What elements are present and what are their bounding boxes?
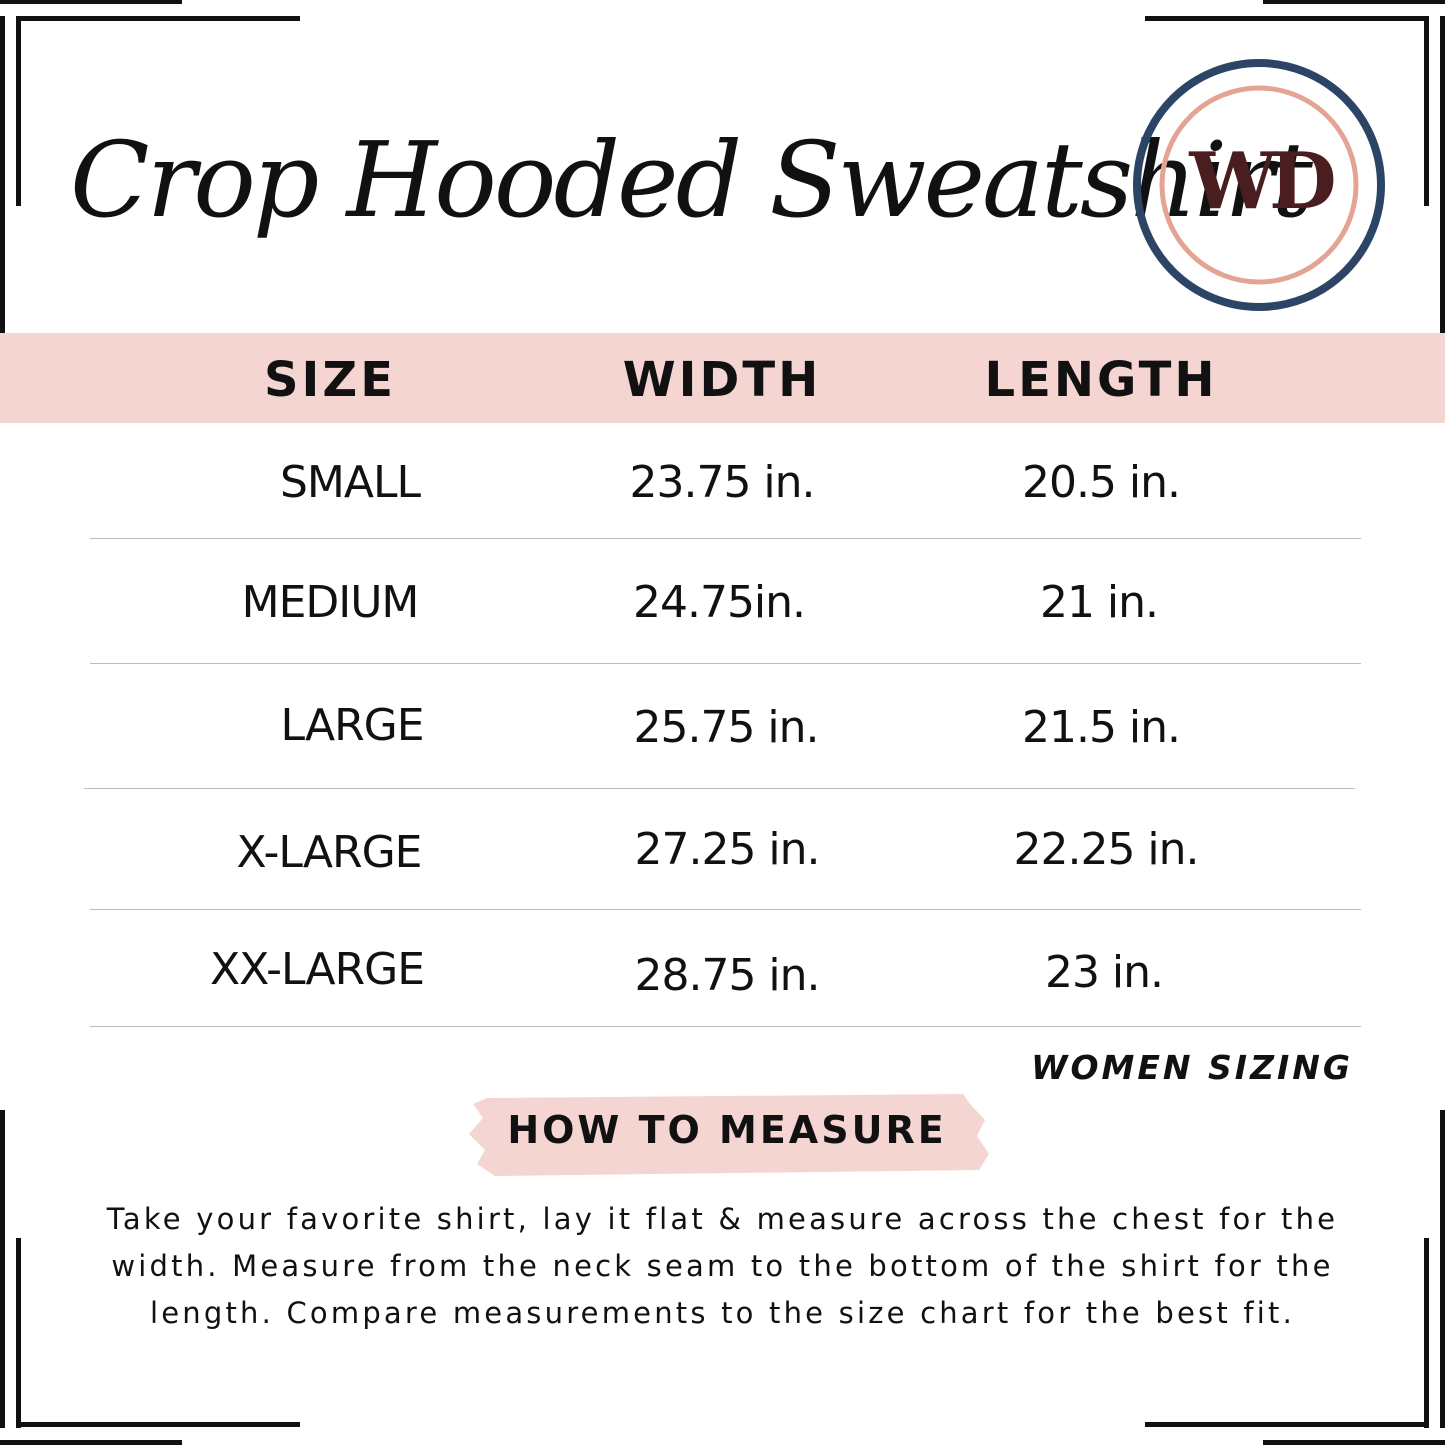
header-length: LENGTH <box>984 352 1218 408</box>
row-xxlarge-width: 28.75 in. <box>634 950 820 1001</box>
row-medium-size: MEDIUM <box>241 577 420 628</box>
frame-edge-left-upper <box>0 16 5 334</box>
row-large-size: LARGE <box>280 700 424 751</box>
row-medium-width: 24.75in. <box>632 577 806 628</box>
header-width: WIDTH <box>622 352 822 408</box>
measure-instructions: Take your favorite shirt, lay it flat & … <box>106 1202 1339 1330</box>
header-size: SIZE <box>263 352 397 408</box>
page-title: Crop Hooded Sweatshirt <box>70 119 1313 241</box>
row-xlarge-length: 22.25 in. <box>1013 824 1199 875</box>
row-xlarge-size: X-LARGE <box>236 827 423 878</box>
logo-inner-ring <box>1159 85 1359 285</box>
row-xxlarge-size: XX-LARGE <box>209 944 425 995</box>
row-small-width: 23.75 in. <box>629 457 815 508</box>
frame-corner-top-left-vertical <box>16 16 21 206</box>
table-divider <box>90 909 1361 910</box>
frame-corner-top-right-inner <box>1145 16 1429 21</box>
table-divider <box>84 788 1355 789</box>
frame-corner-bottom-left-inner <box>16 1422 300 1427</box>
frame-corner-bottom-right-vertical <box>1424 1238 1429 1428</box>
brush-stroke-highlight <box>469 1094 989 1176</box>
logo-outer-ring <box>1133 59 1385 311</box>
row-xlarge-width: 27.25 in. <box>634 824 820 875</box>
frame-corner-bottom-right-inner <box>1145 1422 1429 1427</box>
row-small-length: 20.5 in. <box>1021 457 1181 508</box>
row-small-size: SMALL <box>279 457 421 508</box>
row-large-width: 25.75 in. <box>633 702 819 753</box>
row-medium-length: 21 in. <box>1039 577 1159 628</box>
brand-logo: WD <box>1133 59 1385 311</box>
table-divider <box>90 1026 1361 1027</box>
table-divider <box>90 538 1361 539</box>
table-divider <box>90 663 1361 664</box>
frame-corner-top-right <box>1263 0 1445 4</box>
row-xxlarge-length: 23 in. <box>1044 947 1164 998</box>
frame-corner-bottom-left-vertical <box>16 1238 21 1428</box>
frame-corner-top-left <box>0 0 182 4</box>
frame-edge-right-upper <box>1440 16 1445 334</box>
row-large-length: 21.5 in. <box>1021 702 1181 753</box>
frame-corner-top-left-inner <box>16 16 300 21</box>
sizing-note: WOMEN SIZING <box>1031 1048 1353 1087</box>
frame-edge-right-lower <box>1440 1110 1445 1428</box>
frame-corner-bottom-left <box>0 1440 182 1445</box>
frame-corner-top-right-vertical <box>1424 16 1429 206</box>
logo-monogram: WD <box>1188 136 1334 227</box>
frame-corner-bottom-right <box>1263 1440 1445 1445</box>
frame-edge-left-lower <box>0 1110 5 1428</box>
how-to-measure-heading: HOW TO MEASURE <box>507 1108 947 1152</box>
table-header-band <box>0 333 1445 423</box>
